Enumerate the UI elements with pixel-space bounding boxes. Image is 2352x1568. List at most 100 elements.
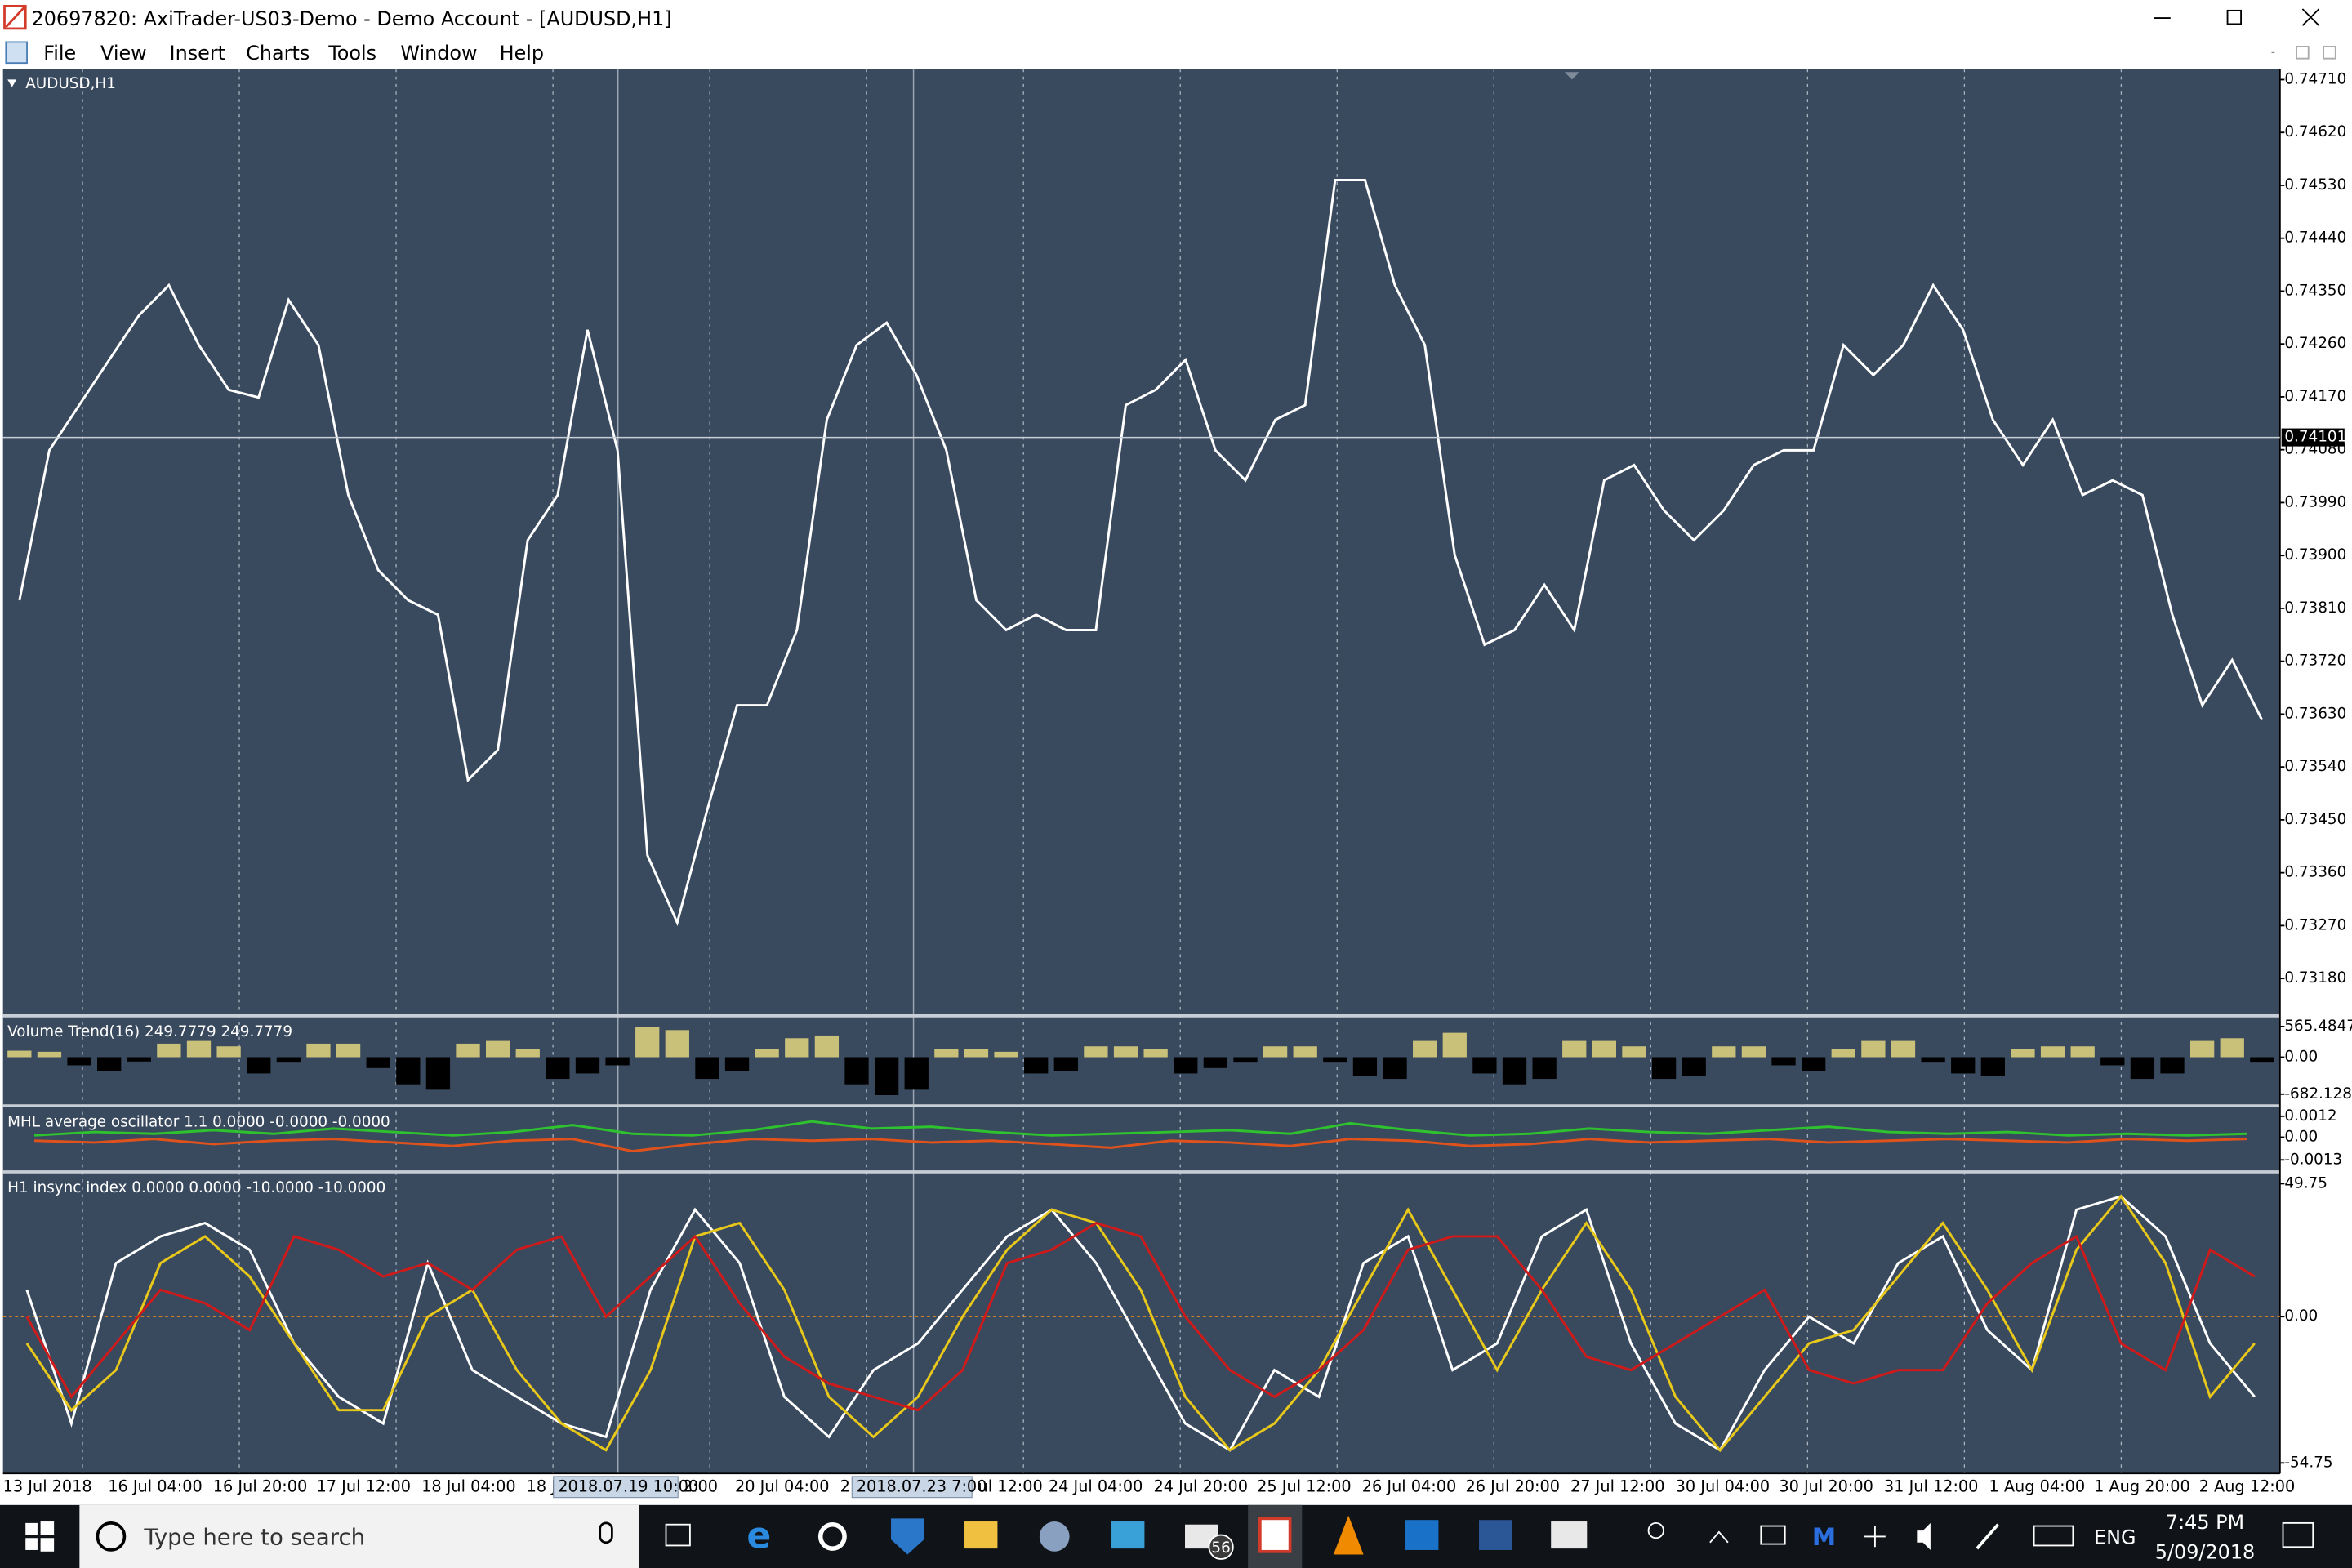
histogram-bar xyxy=(2130,1057,2155,1080)
histogram-bar xyxy=(396,1057,421,1085)
task-view[interactable] xyxy=(665,1523,691,1547)
histogram-bar xyxy=(1802,1057,1826,1071)
histogram-bar xyxy=(1174,1057,1198,1074)
language[interactable]: ENG xyxy=(2094,1526,2136,1548)
y-tick-label: 0.00 xyxy=(2284,1049,2318,1066)
x-tick-label: 26 Jul 04:00 xyxy=(1362,1477,1457,1495)
malwarebytes-icon[interactable]: M xyxy=(1812,1523,1836,1551)
x-tick-label: 18 Jul 04:00 xyxy=(421,1477,516,1495)
histogram-bar xyxy=(336,1043,361,1058)
histogram-bar xyxy=(546,1057,570,1080)
series-line xyxy=(34,1138,2247,1153)
histogram-bar xyxy=(306,1043,331,1058)
battery-icon[interactable] xyxy=(1760,1525,1786,1545)
histogram-bar xyxy=(1502,1057,1527,1085)
x-tick-label: 2 xyxy=(840,1477,850,1495)
people-icon[interactable] xyxy=(1647,1521,1664,1539)
histogram-bar xyxy=(1532,1057,1557,1080)
histogram-bar xyxy=(276,1057,301,1063)
histogram-bar xyxy=(97,1057,122,1071)
vlc-icon[interactable] xyxy=(1333,1515,1364,1555)
outlook-icon[interactable] xyxy=(1405,1520,1439,1550)
x-tick-label: 26 Jul 20:00 xyxy=(1465,1477,1560,1495)
volume-icon[interactable] xyxy=(1917,1522,1931,1550)
search-box[interactable] xyxy=(79,1504,639,1568)
x-tick-label: 1 Aug 04:00 xyxy=(1989,1477,2086,1495)
network-icon[interactable] xyxy=(1864,1526,1886,1548)
current-price-box xyxy=(2281,428,2345,447)
menu-item[interactable]: View xyxy=(100,42,147,65)
child-minimize[interactable]: - xyxy=(2271,45,2275,59)
histogram-bar xyxy=(904,1057,929,1090)
mic-icon[interactable] xyxy=(599,1521,613,1544)
menu: File View Insert Charts Tools Window Help xyxy=(43,42,544,65)
histogram-bar xyxy=(2250,1057,2274,1063)
title-bar xyxy=(0,0,2352,37)
histogram-bar xyxy=(844,1057,869,1085)
word-icon[interactable] xyxy=(1479,1520,1512,1550)
x-tick-label: 25 Jul 12:00 xyxy=(1257,1477,1352,1495)
panel-title: Volume Trend(16) 249.7779 249.7779 xyxy=(7,1023,292,1040)
pen-icon[interactable] xyxy=(1976,1523,1999,1550)
search-icon xyxy=(96,1521,127,1552)
y-tick-label: 0.00 xyxy=(2284,1307,2318,1325)
badge xyxy=(1208,1534,1234,1560)
histogram-bar xyxy=(2189,1040,2215,1058)
histogram-bar xyxy=(1472,1057,1497,1074)
histogram-bar xyxy=(37,1051,62,1058)
restore-button[interactable] xyxy=(2226,9,2243,25)
defender-icon[interactable] xyxy=(891,1518,924,1555)
histogram-bar xyxy=(1861,1040,1886,1058)
video-icon[interactable] xyxy=(1551,1521,1588,1549)
settings-icon[interactable] xyxy=(817,1521,847,1551)
histogram-bar xyxy=(2100,1057,2125,1066)
menu-item[interactable]: Window xyxy=(400,42,477,65)
chart-menu-arrow[interactable] xyxy=(7,79,17,87)
menu-item[interactable]: Insert xyxy=(170,42,225,65)
histogram-bar xyxy=(1651,1057,1677,1080)
explorer-icon[interactable] xyxy=(964,1521,998,1549)
histogram-bar xyxy=(1592,1040,1616,1058)
paint-icon[interactable] xyxy=(1039,1521,1070,1552)
tray-arrow[interactable] xyxy=(1709,1530,1729,1544)
histogram-bar xyxy=(2040,1046,2065,1058)
x-tick-label: 27 Jul 12:00 xyxy=(1570,1477,1665,1495)
series-line xyxy=(33,1120,2247,1137)
clock-time[interactable]: 7:45 PM xyxy=(2166,1511,2244,1534)
y-tick-label: 0.73180 xyxy=(2284,969,2346,987)
clock-date[interactable]: 5/09/2018 xyxy=(2155,1541,2255,1564)
histogram-bar xyxy=(1203,1057,1228,1068)
plots: AUDUSD,H1 0.74710 0.74620 0.74530 0.74440 0.7… xyxy=(2,70,2352,1471)
menu-item[interactable]: File xyxy=(43,42,76,65)
child-close[interactable] xyxy=(2323,46,2336,60)
menu-item[interactable]: Help xyxy=(500,42,544,65)
y-tick-label: 565.4847 xyxy=(2284,1018,2352,1035)
x-tick-label: 20 Jul 04:00 xyxy=(735,1477,830,1495)
histogram-bar xyxy=(2220,1038,2244,1058)
child-restore[interactable] xyxy=(2296,46,2310,60)
histogram-bar xyxy=(1323,1057,1348,1063)
start-button[interactable] xyxy=(25,1521,55,1552)
x-tick-label: 2:00 xyxy=(683,1477,718,1495)
close-button[interactable] xyxy=(2301,8,2320,26)
histogram-bar xyxy=(785,1038,809,1058)
edge-icon[interactable]: e xyxy=(746,1515,771,1557)
keyboard-icon[interactable] xyxy=(2033,1525,2074,1547)
menu-item[interactable]: Charts xyxy=(246,42,310,65)
control-icon[interactable] xyxy=(1111,1521,1145,1549)
vertical-grid xyxy=(82,69,2123,1474)
histogram-bar xyxy=(2070,1046,2095,1058)
histogram-bar xyxy=(1980,1057,2005,1076)
histogram-bar xyxy=(157,1043,181,1058)
series-line xyxy=(25,1194,2256,1453)
histogram-bar xyxy=(1054,1057,1078,1071)
y-tick-label: 0.73360 xyxy=(2284,864,2346,881)
chart-background xyxy=(2,69,2280,1474)
menu-item[interactable]: Tools xyxy=(327,42,376,65)
notification-icon[interactable] xyxy=(2282,1521,2314,1548)
histogram-bar xyxy=(994,1051,1018,1058)
mt4-icon[interactable] xyxy=(1258,1517,1292,1553)
search-placeholder: Type here to search xyxy=(143,1524,365,1550)
histogram-bar xyxy=(485,1040,510,1058)
